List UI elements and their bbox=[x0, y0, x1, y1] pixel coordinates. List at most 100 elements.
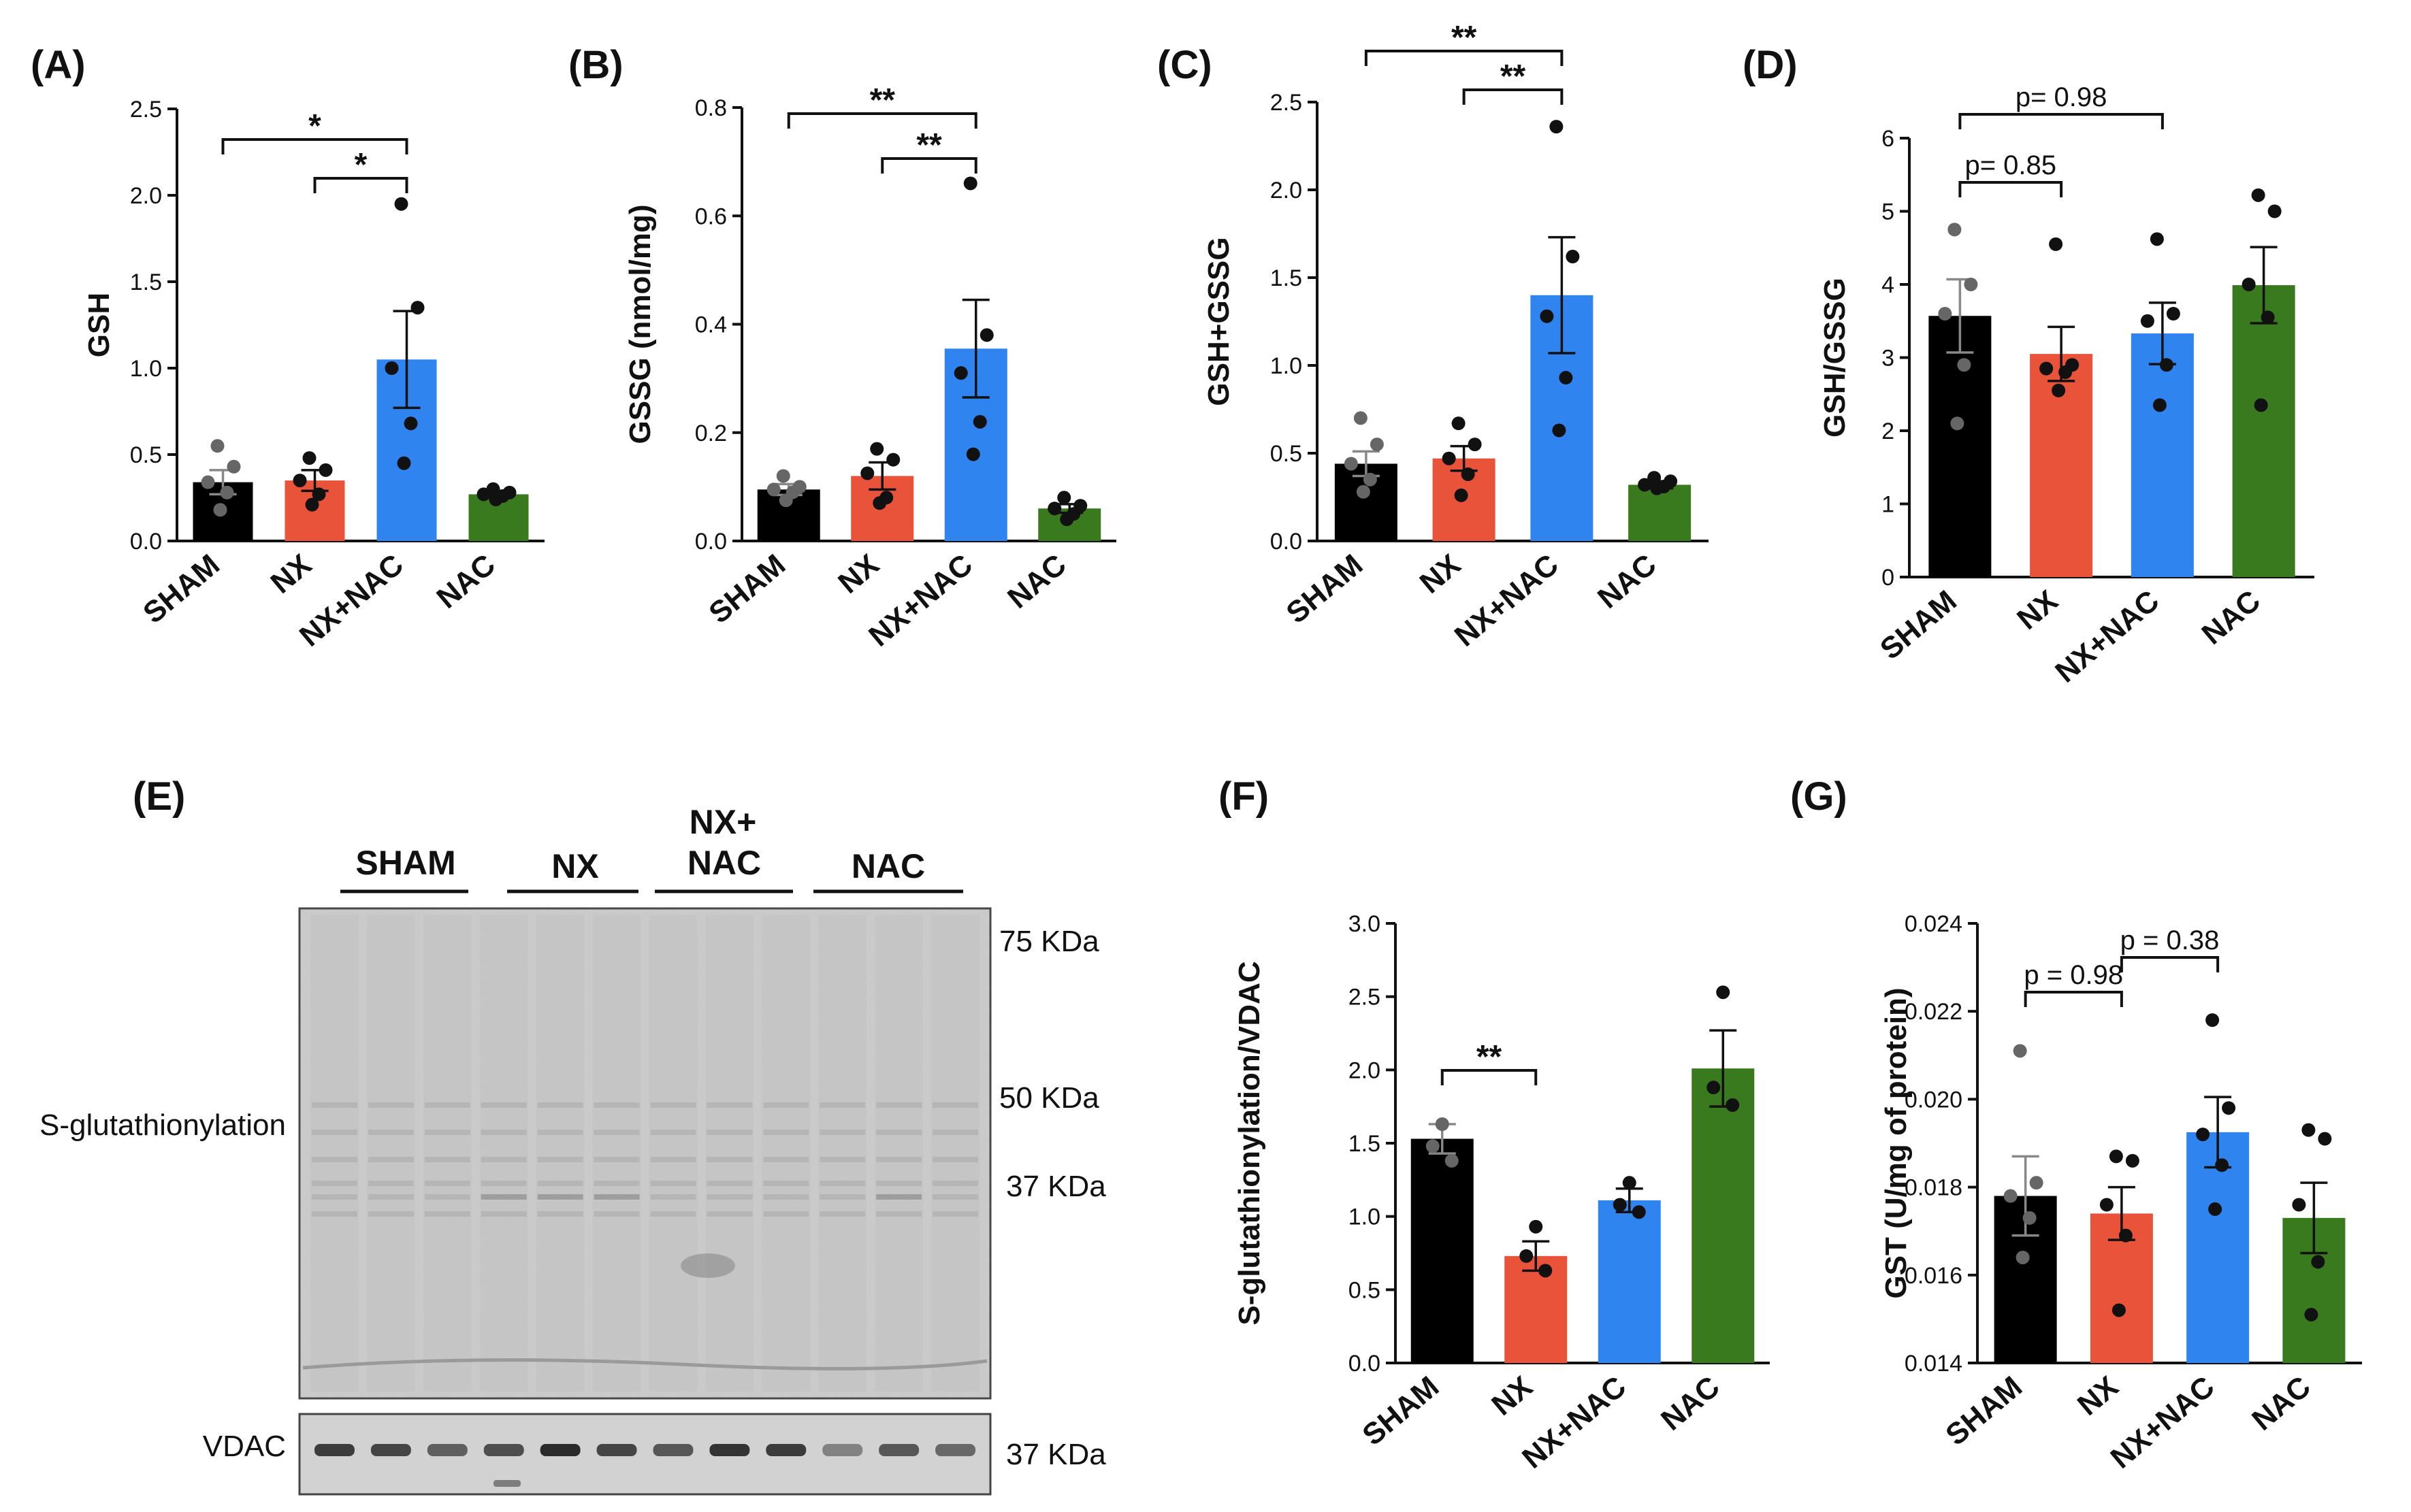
y-axis-label: GSH/GSSG bbox=[1818, 278, 1851, 438]
panel-label-g: (G) bbox=[1790, 774, 1847, 819]
y-tick-label: 1.5 bbox=[130, 269, 162, 295]
significance-label: p= 0.85 bbox=[1964, 150, 2056, 180]
vdac-band bbox=[483, 1444, 524, 1456]
category-label: SHAM bbox=[1280, 548, 1370, 630]
bar-nac bbox=[2232, 285, 2295, 577]
data-point bbox=[2205, 1013, 2220, 1028]
category-label: NAC bbox=[430, 548, 502, 615]
vdac-band bbox=[709, 1444, 750, 1456]
blot-group-nx: NX bbox=[551, 847, 598, 885]
panel-label-c: (C) bbox=[1157, 43, 1212, 87]
bar-sham bbox=[1928, 316, 1992, 577]
y-tick-label: 1.5 bbox=[1270, 265, 1302, 291]
significance-label: p = 0.38 bbox=[2120, 925, 2220, 955]
data-point bbox=[1726, 1098, 1740, 1113]
data-point bbox=[2251, 188, 2265, 202]
vdac-band bbox=[596, 1444, 637, 1456]
data-point bbox=[954, 366, 968, 380]
data-point bbox=[1638, 478, 1652, 492]
category-label: SHAM bbox=[1939, 1370, 2028, 1452]
data-point bbox=[2150, 232, 2164, 246]
data-point bbox=[779, 493, 793, 508]
y-tick-label: 3.0 bbox=[1348, 911, 1380, 937]
data-point bbox=[2049, 237, 2063, 251]
data-point bbox=[2052, 383, 2066, 397]
category-label: NAC bbox=[2246, 1370, 2317, 1437]
category-label: NX+NAC bbox=[1516, 1370, 1632, 1475]
data-point bbox=[1566, 250, 1580, 264]
y-tick-label: 0.5 bbox=[1270, 441, 1302, 467]
significance-label: p = 0.98 bbox=[2024, 960, 2123, 990]
data-point bbox=[1552, 423, 1566, 438]
data-point bbox=[870, 442, 884, 456]
data-point bbox=[1048, 502, 1062, 516]
data-point bbox=[220, 485, 234, 499]
vdac-band bbox=[766, 1444, 807, 1456]
y-tick-label: 0.0 bbox=[1270, 529, 1302, 555]
data-point bbox=[2109, 1149, 2123, 1164]
significance-label: ** bbox=[916, 127, 942, 163]
category-label: NX bbox=[1485, 1370, 1538, 1422]
category-label: SHAM bbox=[137, 548, 226, 630]
data-point bbox=[2022, 1211, 2037, 1225]
y-tick-label: 1.5 bbox=[1348, 1131, 1380, 1157]
data-point bbox=[2039, 361, 2054, 376]
data-point bbox=[404, 416, 418, 431]
data-point bbox=[1549, 120, 1564, 134]
data-point bbox=[1947, 223, 1962, 237]
panel-label-b: (B) bbox=[568, 43, 624, 87]
significance-label: ** bbox=[1451, 20, 1477, 56]
y-tick-label: 2.5 bbox=[1348, 985, 1380, 1010]
blot-loading-membrane bbox=[298, 1413, 992, 1496]
data-point bbox=[2261, 310, 2275, 325]
data-point bbox=[1622, 1176, 1636, 1190]
y-tick-label: 2.0 bbox=[130, 183, 162, 209]
y-tick-label: 5 bbox=[1881, 199, 1894, 225]
y-tick-label: 6 bbox=[1881, 126, 1894, 152]
y-axis-label: GSH bbox=[82, 293, 116, 357]
data-point bbox=[1559, 371, 1573, 385]
data-point bbox=[873, 496, 887, 510]
y-tick-label: 2 bbox=[1881, 418, 1894, 444]
bar-nx bbox=[1504, 1255, 1568, 1363]
data-point bbox=[973, 414, 987, 429]
y-tick-label: 0.5 bbox=[1348, 1277, 1380, 1303]
data-point bbox=[1370, 438, 1384, 452]
marker-50: 50 KDa bbox=[999, 1081, 1099, 1115]
data-point bbox=[1950, 416, 1964, 431]
vdac-band bbox=[370, 1444, 411, 1456]
data-point bbox=[1540, 309, 1554, 323]
data-point bbox=[1442, 451, 1456, 465]
data-point bbox=[2222, 1101, 2236, 1115]
category-label: NAC bbox=[2196, 584, 2267, 651]
data-point bbox=[980, 328, 994, 342]
category-label: NAC bbox=[1655, 1370, 1726, 1437]
bar-sham bbox=[1410, 1138, 1474, 1363]
category-label: NX bbox=[1414, 548, 1467, 600]
marker-vdac-37: 37 KDa bbox=[1006, 1438, 1106, 1471]
data-point bbox=[2003, 1189, 2018, 1203]
y-tick-label: 0.8 bbox=[695, 95, 727, 121]
category-label: NX+NAC bbox=[862, 548, 979, 653]
y-tick-label: 4 bbox=[1881, 272, 1894, 298]
bar-nac bbox=[1692, 1068, 1755, 1363]
data-point bbox=[1454, 488, 1468, 502]
blot-group-nxnac-line1: NX+ bbox=[690, 803, 757, 841]
vdac-bands bbox=[314, 1444, 975, 1487]
data-point bbox=[1613, 1198, 1627, 1212]
data-point bbox=[2140, 314, 2154, 328]
chart-b: 0.0 0.2 0.4 0.6 0.8 GSSG (nmol/mg) SHAM NXNX+NA… bbox=[624, 82, 1116, 653]
data-point bbox=[1716, 985, 1730, 1000]
data-point bbox=[2152, 398, 2167, 412]
data-point bbox=[1538, 1264, 1553, 1278]
y-tick-label: 0.020 bbox=[1905, 1087, 1962, 1113]
category-label: SHAM bbox=[1356, 1370, 1445, 1452]
y-tick-label: 0.018 bbox=[1905, 1175, 1962, 1201]
significance-label: ** bbox=[1500, 59, 1526, 95]
category-label: NAC bbox=[1591, 548, 1663, 615]
category-label: NX bbox=[265, 548, 318, 600]
y-tick-label: 0 bbox=[1881, 565, 1894, 591]
vdac-band bbox=[935, 1444, 975, 1456]
